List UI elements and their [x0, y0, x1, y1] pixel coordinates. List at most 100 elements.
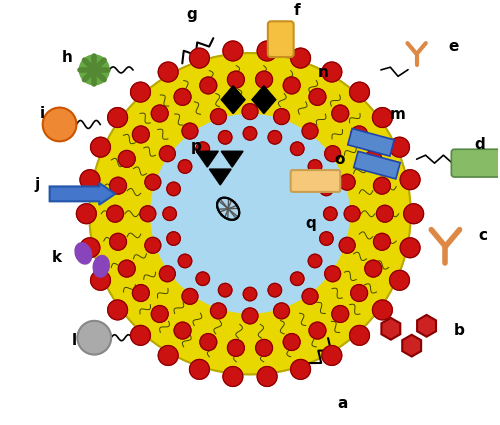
- Circle shape: [376, 205, 394, 222]
- Circle shape: [90, 53, 410, 374]
- Circle shape: [290, 272, 304, 286]
- Circle shape: [350, 326, 370, 345]
- Polygon shape: [221, 151, 243, 167]
- Circle shape: [339, 238, 355, 253]
- Text: p: p: [190, 139, 202, 154]
- Text: i: i: [40, 107, 45, 122]
- FancyBboxPatch shape: [290, 170, 341, 192]
- Circle shape: [178, 254, 192, 268]
- Circle shape: [190, 360, 210, 379]
- Circle shape: [152, 306, 168, 323]
- Circle shape: [118, 260, 135, 277]
- Circle shape: [372, 108, 392, 128]
- Text: l: l: [72, 333, 76, 348]
- Circle shape: [190, 48, 210, 68]
- Text: b: b: [454, 323, 464, 338]
- Circle shape: [200, 77, 216, 94]
- Circle shape: [274, 303, 289, 319]
- FancyBboxPatch shape: [452, 149, 500, 177]
- Circle shape: [332, 306, 348, 323]
- Ellipse shape: [93, 255, 110, 277]
- Circle shape: [110, 233, 126, 250]
- Polygon shape: [348, 128, 395, 156]
- Circle shape: [167, 182, 180, 196]
- Circle shape: [130, 326, 150, 345]
- Circle shape: [228, 71, 244, 88]
- Text: n: n: [318, 65, 328, 80]
- Circle shape: [308, 160, 322, 173]
- Polygon shape: [382, 318, 400, 340]
- Circle shape: [108, 300, 128, 320]
- Circle shape: [350, 285, 368, 301]
- Circle shape: [284, 334, 300, 351]
- FancyArrow shape: [50, 183, 115, 205]
- Circle shape: [284, 77, 300, 94]
- Text: g: g: [186, 7, 198, 22]
- Circle shape: [324, 266, 340, 282]
- Circle shape: [290, 48, 310, 68]
- Circle shape: [182, 123, 198, 139]
- Circle shape: [160, 266, 176, 282]
- Circle shape: [218, 130, 232, 144]
- Polygon shape: [417, 315, 436, 337]
- Text: h: h: [62, 50, 72, 65]
- Circle shape: [223, 41, 243, 61]
- Circle shape: [108, 108, 128, 128]
- Circle shape: [200, 334, 216, 351]
- Circle shape: [309, 322, 326, 339]
- Circle shape: [132, 126, 150, 143]
- Circle shape: [322, 346, 342, 366]
- Circle shape: [242, 104, 258, 119]
- Circle shape: [218, 283, 232, 297]
- Circle shape: [140, 206, 156, 222]
- Circle shape: [78, 321, 111, 354]
- Circle shape: [182, 289, 198, 304]
- Circle shape: [374, 177, 390, 194]
- Circle shape: [404, 204, 423, 224]
- Circle shape: [400, 170, 420, 190]
- Circle shape: [210, 303, 226, 319]
- Circle shape: [210, 109, 226, 125]
- Circle shape: [167, 232, 180, 245]
- Circle shape: [160, 146, 176, 162]
- Circle shape: [339, 174, 355, 190]
- Circle shape: [400, 238, 420, 258]
- FancyBboxPatch shape: [268, 21, 293, 57]
- Text: m: m: [390, 108, 406, 122]
- Circle shape: [290, 360, 310, 379]
- Circle shape: [76, 204, 96, 224]
- Polygon shape: [210, 169, 231, 185]
- Circle shape: [344, 206, 360, 222]
- Circle shape: [302, 289, 318, 304]
- Polygon shape: [402, 335, 421, 357]
- Circle shape: [118, 150, 135, 167]
- Circle shape: [80, 170, 100, 190]
- Ellipse shape: [75, 243, 92, 264]
- Circle shape: [158, 346, 178, 366]
- Text: f: f: [294, 3, 300, 18]
- Circle shape: [256, 71, 272, 88]
- Circle shape: [106, 205, 124, 222]
- Circle shape: [324, 146, 340, 162]
- Circle shape: [130, 82, 150, 102]
- Circle shape: [163, 207, 176, 221]
- Circle shape: [308, 254, 322, 268]
- Circle shape: [244, 127, 256, 140]
- Circle shape: [309, 88, 326, 105]
- Circle shape: [145, 238, 161, 253]
- Circle shape: [365, 150, 382, 167]
- Circle shape: [274, 109, 289, 125]
- Circle shape: [390, 137, 409, 157]
- Circle shape: [350, 82, 370, 102]
- Circle shape: [223, 367, 243, 386]
- Circle shape: [196, 272, 209, 286]
- Circle shape: [244, 287, 256, 301]
- Circle shape: [302, 123, 318, 139]
- Circle shape: [196, 142, 209, 156]
- Circle shape: [158, 62, 178, 82]
- Circle shape: [145, 174, 161, 190]
- Text: a: a: [338, 396, 347, 411]
- Circle shape: [174, 88, 191, 105]
- Circle shape: [42, 108, 76, 142]
- Circle shape: [80, 238, 100, 258]
